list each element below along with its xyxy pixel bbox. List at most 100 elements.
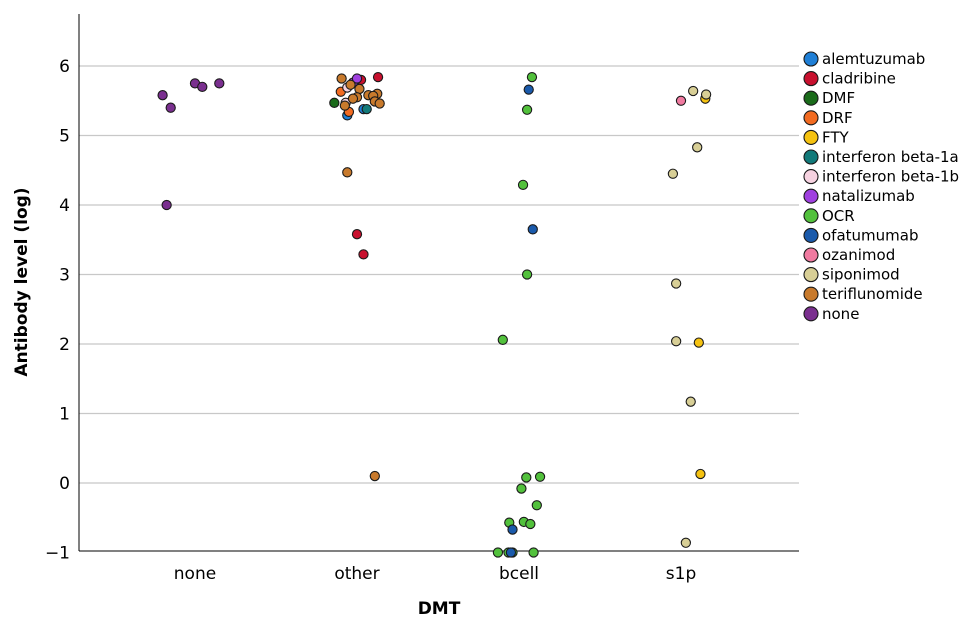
- legend-label-drf: DRF: [822, 109, 853, 127]
- axes: [78, 14, 799, 552]
- y-tick-label: −1: [45, 544, 70, 564]
- point-fty: [695, 468, 706, 480]
- point-siponimod: [670, 278, 682, 289]
- point-teriflunomide: [339, 100, 350, 111]
- y-tick-labels: −1 0 1 2 3 4 5 6: [45, 57, 70, 564]
- legend-marker-alemtuzumab: [803, 51, 819, 67]
- point-ocr: [497, 334, 508, 345]
- legend-item-dmf[interactable]: DMF: [803, 89, 855, 107]
- legend-label-none: none: [822, 305, 859, 323]
- point-dmf: [329, 97, 340, 108]
- grid-lines: [79, 65, 799, 484]
- y-tick-label: 5: [59, 127, 70, 147]
- legend-label-natalizumab: natalizumab: [822, 187, 915, 205]
- legend-label-fty: FTY: [822, 128, 850, 146]
- legend-item-ozanimod[interactable]: ozanimod: [803, 246, 895, 264]
- legend-item-interferon-beta-1b[interactable]: interferon beta-1b: [803, 168, 959, 186]
- legend-item-natalizumab[interactable]: natalizumab: [803, 187, 915, 205]
- y-tick-label: 2: [59, 335, 70, 355]
- legend-marker-interferon-beta-1b: [803, 169, 819, 185]
- legend-marker-dmf: [803, 90, 819, 106]
- x-axis-title: DMT: [418, 599, 461, 618]
- legend-marker-ozanimod: [803, 247, 819, 263]
- legend-item-cladribine[interactable]: cladribine: [803, 70, 896, 88]
- legend-marker-siponimod: [803, 267, 819, 283]
- legend-label-cladribine: cladribine: [822, 70, 896, 88]
- y-tick-label: 3: [59, 266, 70, 286]
- data-points: [157, 71, 712, 558]
- legend-marker-drf: [803, 110, 819, 126]
- point-ofatumumab: [505, 547, 517, 558]
- point-ocr: [517, 179, 529, 190]
- point-ocr: [534, 471, 546, 482]
- y-axis-title: Antibody level (log): [12, 187, 32, 376]
- point-teriflunomide: [336, 73, 347, 84]
- point-ocr: [525, 518, 536, 530]
- legend-item-ofatumumab[interactable]: ofatumumab: [803, 226, 918, 244]
- legend-item-fty[interactable]: FTY: [803, 128, 850, 146]
- point-ocr: [492, 547, 504, 558]
- point-ocr: [531, 500, 542, 511]
- point-ocr: [528, 547, 539, 558]
- legend-item-alemtuzumab[interactable]: alemtuzumab: [803, 50, 925, 68]
- point-none: [197, 81, 208, 92]
- point-ocr: [521, 269, 533, 280]
- point-teriflunomide: [374, 98, 385, 109]
- x-tick-label-none: none: [174, 564, 216, 584]
- legend-item-drf[interactable]: DRF: [803, 109, 853, 127]
- legend-label-ofatumumab: ofatumumab: [822, 226, 918, 244]
- point-none: [161, 199, 172, 211]
- point-ofatumumab: [523, 84, 534, 95]
- point-ocr: [526, 71, 538, 83]
- legend-marker-cladribine: [803, 71, 819, 87]
- legend-label-alemtuzumab: alemtuzumab: [822, 50, 925, 68]
- point-ocr: [521, 472, 532, 483]
- legend-item-none[interactable]: none: [803, 305, 859, 323]
- point-teriflunomide: [369, 470, 380, 482]
- y-tick-label: 1: [59, 405, 70, 425]
- legend-item-ocr[interactable]: OCR: [803, 207, 855, 225]
- x-tick-labels: none other bcell s1p: [174, 564, 696, 584]
- legend-marker-natalizumab: [803, 188, 819, 204]
- y-tick-label: 4: [59, 196, 70, 216]
- legend-marker-interferon-beta-1a: [803, 149, 819, 165]
- legend-item-interferon-beta-1a[interactable]: interferon beta-1a: [803, 148, 959, 166]
- point-siponimod: [667, 168, 679, 179]
- legend-label-ozanimod: ozanimod: [822, 246, 895, 264]
- legend-marker-none: [803, 306, 819, 322]
- point-ofatumumab: [527, 224, 538, 235]
- legend-item-teriflunomide[interactable]: teriflunomide: [803, 285, 923, 303]
- legend-label-interferon-beta-1a: interferon beta-1a: [822, 148, 959, 166]
- x-tick-label-bcell: bcell: [499, 564, 539, 584]
- point-ocr: [521, 104, 533, 115]
- legend-item-siponimod[interactable]: siponimod: [803, 266, 900, 284]
- legend-label-interferon-beta-1b: interferon beta-1b: [822, 168, 959, 186]
- point-cladribine: [358, 249, 369, 260]
- point-teriflunomide: [342, 167, 353, 178]
- point-teriflunomide: [345, 79, 356, 90]
- point-none: [214, 78, 225, 89]
- legend-label-teriflunomide: teriflunomide: [822, 285, 923, 303]
- point-siponimod: [680, 537, 692, 548]
- point-siponimod: [688, 85, 699, 97]
- point-siponimod: [692, 142, 703, 153]
- point-ofatumumab: [507, 524, 518, 535]
- legend-marker-ofatumumab: [803, 227, 819, 243]
- legend-label-dmf: DMF: [822, 89, 855, 107]
- legend-label-siponimod: siponimod: [822, 266, 900, 284]
- point-fty: [693, 337, 704, 348]
- y-tick-label: 0: [59, 474, 70, 494]
- legend-marker-teriflunomide: [803, 286, 819, 302]
- point-ocr: [516, 483, 527, 494]
- point-ozanimod: [675, 95, 687, 106]
- point-natalizumab: [351, 73, 363, 84]
- legend-label-ocr: OCR: [822, 207, 855, 225]
- point-cladribine: [351, 229, 363, 240]
- x-tick-label-s1p: s1p: [666, 564, 696, 584]
- point-teriflunomide: [347, 93, 359, 104]
- point-siponimod: [700, 89, 712, 100]
- point-none: [165, 102, 176, 113]
- point-siponimod: [670, 336, 682, 347]
